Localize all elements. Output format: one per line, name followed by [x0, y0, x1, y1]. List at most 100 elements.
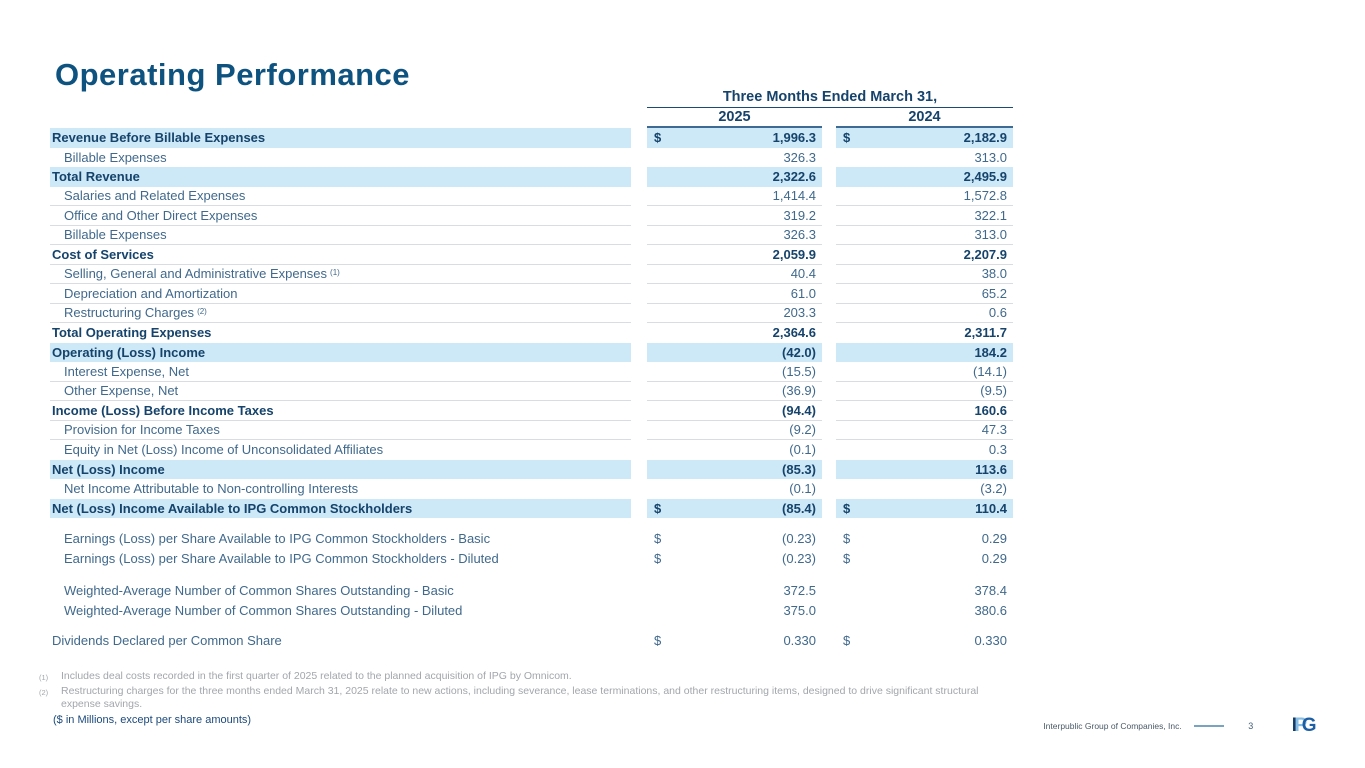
- amount: 313.0: [974, 227, 1007, 243]
- value-2024: (9.5): [836, 382, 1013, 401]
- row-label: Earnings (Loss) per Share Available to I…: [64, 550, 499, 566]
- value-2025: 319.2: [647, 206, 822, 226]
- value-2024: (3.2): [836, 479, 1013, 499]
- column-gap: [631, 421, 647, 441]
- table-row: Other Expense, Net (36.9) (9.5): [50, 382, 1013, 402]
- value-2025: $ (85.4): [647, 498, 822, 518]
- row-label: Net Income Attributable to Non-controlli…: [64, 481, 359, 497]
- value-2025: (0.1): [647, 479, 822, 499]
- table-row: Provision for Income Taxes (9.2) 47.3: [50, 421, 1013, 441]
- row-label: Income (Loss) Before Income Taxes: [50, 401, 631, 421]
- amount: 184.2: [974, 344, 1007, 360]
- column-gap: [631, 440, 647, 460]
- value-2025: 2,059.9: [647, 245, 822, 265]
- table-row: Selling, General and Administrative Expe…: [50, 265, 1013, 284]
- value-2024: 1,572.8: [836, 187, 1013, 206]
- amount: (3.2): [980, 481, 1007, 497]
- column-gap: [822, 382, 836, 402]
- table-row: Net Income Attributable to Non-controlli…: [50, 479, 1013, 499]
- value-2024: 2,207.9: [836, 245, 1013, 265]
- table-row: Earnings (Loss) per Share Available to I…: [50, 529, 1013, 549]
- column-gap: [822, 440, 836, 460]
- logo-letter-g: G: [1301, 715, 1317, 736]
- footnote-1-text: Includes deal costs recorded in the firs…: [61, 670, 572, 682]
- value-2024: 160.6: [836, 401, 1013, 421]
- amount: 0.6: [988, 305, 1007, 321]
- amount: 2,207.9: [963, 246, 1007, 262]
- value-2025: 326.3: [647, 226, 822, 245]
- column-gap: [631, 343, 647, 363]
- column-gap: [822, 529, 836, 549]
- millions-note: ($ in Millions, except per share amounts…: [53, 713, 252, 726]
- footer-divider-line: [1193, 724, 1224, 727]
- amount: 326.3: [783, 149, 816, 165]
- value-2025: (94.4): [647, 401, 822, 421]
- amount: 38.0: [981, 266, 1007, 282]
- value-2024: $0.29: [836, 549, 1013, 569]
- page-title: Operating Performance: [55, 57, 411, 92]
- table-row: Cost of Services 2,059.9 2,207.9: [50, 245, 1013, 265]
- value-2025: 2,322.6: [647, 167, 822, 187]
- amount: 0.29: [981, 550, 1007, 566]
- column-gap: [631, 601, 647, 621]
- amount: 47.3: [981, 422, 1007, 438]
- value-2025: (36.9): [647, 382, 822, 401]
- amount: 2,311.7: [964, 325, 1007, 341]
- column-gap: [631, 167, 647, 187]
- column-gap: [631, 529, 647, 549]
- value-2024: $110.4: [836, 498, 1013, 518]
- column-gap: [631, 479, 647, 499]
- footer-company-name: Interpublic Group of Companies, Inc.: [1043, 720, 1182, 731]
- column-gap: [631, 226, 647, 246]
- amount: (14.1): [973, 363, 1007, 379]
- value-2024: 313.0: [836, 226, 1013, 245]
- column-gap: [631, 631, 647, 651]
- column-gap: [631, 284, 647, 304]
- column-gap: [822, 421, 836, 441]
- row-label: Cost of Services: [50, 245, 631, 265]
- table-row: Depreciation and Amortization 61.0 65.2: [50, 284, 1013, 304]
- amount: (9.2): [789, 422, 816, 438]
- column-gap: [822, 549, 836, 569]
- table-row: Equity in Net (Loss) Income of Unconsoli…: [50, 440, 1013, 460]
- amount: 326.3: [783, 227, 816, 243]
- amount: 113.6: [975, 461, 1007, 477]
- value-2025: 375.0: [647, 601, 822, 621]
- value-2024: 313.0: [836, 148, 1013, 168]
- amount: (94.4): [782, 402, 816, 418]
- amount: 0.29: [981, 531, 1007, 547]
- amount: 322.1: [974, 207, 1007, 223]
- column-header-2025: 2025: [647, 108, 822, 128]
- page-number: 3: [1248, 720, 1254, 731]
- value-2024: 65.2: [836, 284, 1013, 304]
- value-2024: (14.1): [836, 362, 1013, 382]
- table-row: Total Revenue 2,322.6 2,495.9: [50, 167, 1013, 187]
- row-label: Weighted-Average Number of Common Shares…: [64, 602, 463, 618]
- amount: 375.0: [783, 602, 816, 618]
- amount: (42.0): [782, 344, 816, 360]
- amount: 2,364.6: [772, 325, 816, 341]
- row-label: Total Revenue: [50, 167, 631, 187]
- table-row: Restructuring Charges (2) 203.3 0.6: [50, 304, 1013, 323]
- dollar-sign: $: [654, 550, 662, 566]
- amount: 2,495.9: [963, 169, 1007, 185]
- row-label: Net (Loss) Income Available to IPG Commo…: [50, 498, 631, 518]
- dollar-sign: $: [843, 130, 851, 146]
- ipg-logo: IPG: [1292, 715, 1317, 736]
- value-2025: 2,364.6: [647, 323, 822, 343]
- dollar-sign: $: [654, 500, 662, 516]
- amount: 0.3: [988, 442, 1007, 458]
- dollar-sign: $: [654, 531, 662, 547]
- table-row: Revenue Before Billable Expenses $1,996.3…: [50, 128, 1013, 148]
- column-gap: [631, 401, 647, 421]
- dollar-sign: $: [654, 633, 662, 649]
- amount: 1,996.3: [772, 130, 816, 146]
- row-label: Weighted-Average Number of Common Shares…: [64, 583, 454, 599]
- amount: (85.3): [782, 461, 816, 477]
- amount: (0.23): [782, 531, 816, 547]
- amount: 160.6: [974, 402, 1007, 418]
- footer: Interpublic Group of Companies, Inc. 3 I…: [1043, 715, 1317, 736]
- column-gap: [631, 187, 647, 207]
- amount: 2,059.9: [772, 246, 816, 262]
